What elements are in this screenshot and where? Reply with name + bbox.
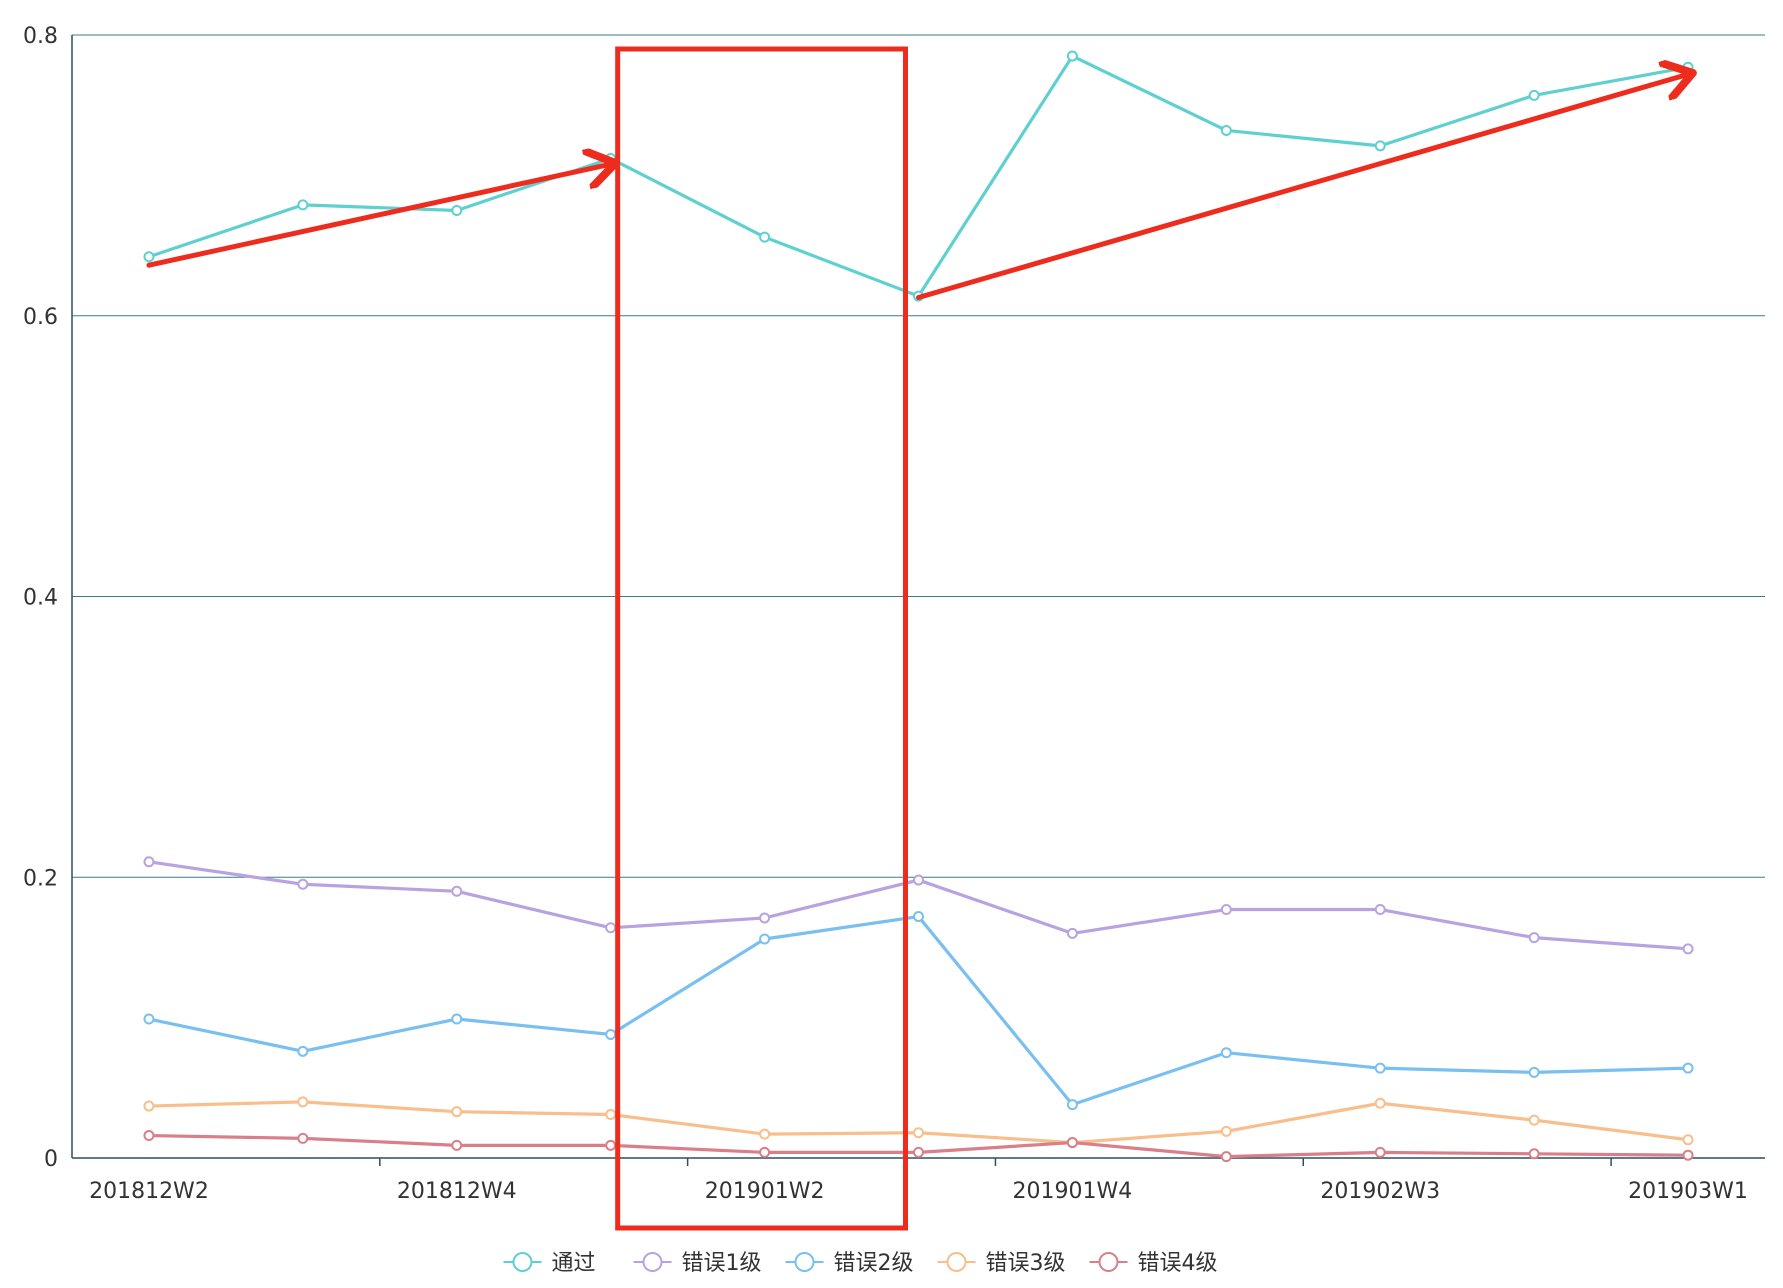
data-point bbox=[759, 912, 771, 924]
data-point bbox=[1528, 1114, 1540, 1126]
annotations bbox=[146, 46, 1689, 1231]
y-tick-label: 0 bbox=[44, 1147, 58, 1172]
data-point bbox=[913, 1146, 924, 1158]
data-point bbox=[605, 1139, 617, 1151]
legend-label: 错误1级 bbox=[682, 1251, 762, 1276]
legend-marker-icon bbox=[642, 1252, 663, 1272]
data-point bbox=[1220, 904, 1232, 916]
data-point bbox=[759, 1146, 771, 1158]
grid bbox=[72, 34, 1765, 878]
y-tick-label: 0.4 bbox=[23, 586, 58, 611]
data-point bbox=[1220, 1047, 1232, 1059]
data-point bbox=[297, 1045, 309, 1057]
legend-item[interactable]: 通过 bbox=[503, 1251, 596, 1276]
legend-label: 错误2级 bbox=[834, 1251, 914, 1276]
data-point bbox=[1374, 140, 1386, 152]
data-point bbox=[1220, 1125, 1232, 1137]
data-point bbox=[451, 1139, 463, 1151]
data-point bbox=[1682, 61, 1694, 73]
legend[interactable]: 通过 错误1级 错误2级 错误3级 错误4级 bbox=[503, 1251, 1218, 1276]
x-tick-label: 201903W1 bbox=[1628, 1179, 1748, 1204]
legend-marker-icon bbox=[946, 1252, 967, 1272]
data-point bbox=[451, 885, 463, 897]
legend-item[interactable]: 错误2级 bbox=[785, 1251, 914, 1276]
legend-item[interactable]: 错误1级 bbox=[633, 1251, 762, 1276]
data-point bbox=[1528, 89, 1540, 101]
data-point bbox=[1374, 1146, 1386, 1158]
y-tick-label: 0.8 bbox=[23, 24, 58, 49]
data-point bbox=[759, 231, 771, 243]
legend-item[interactable]: 错误3级 bbox=[937, 1251, 1066, 1276]
data-point bbox=[143, 1130, 155, 1142]
data-point bbox=[143, 251, 155, 263]
legend-label: 通过 bbox=[552, 1251, 596, 1276]
data-point bbox=[759, 1128, 771, 1140]
data-point bbox=[297, 1132, 309, 1144]
data-point bbox=[1066, 50, 1078, 62]
x-tick-label: 201902W3 bbox=[1320, 1179, 1440, 1204]
data-point bbox=[1682, 1062, 1694, 1074]
data-point bbox=[1220, 124, 1232, 136]
trend-arrow bbox=[146, 164, 611, 268]
data-point bbox=[1374, 1062, 1386, 1074]
legend-label: 错误4级 bbox=[1138, 1251, 1218, 1276]
data-point bbox=[605, 1028, 617, 1040]
data-point bbox=[759, 933, 771, 945]
legend-label: 错误3级 bbox=[986, 1251, 1066, 1276]
data-point bbox=[451, 1106, 463, 1118]
y-tick-label: 0.2 bbox=[23, 866, 58, 891]
data-point bbox=[451, 1013, 463, 1025]
data-point bbox=[913, 874, 924, 886]
legend-marker-icon bbox=[512, 1252, 533, 1272]
data-point bbox=[297, 1096, 309, 1108]
data-point bbox=[1374, 904, 1386, 916]
data-point bbox=[143, 856, 155, 868]
x-tick-label: 201901W4 bbox=[1013, 1179, 1133, 1204]
x-tick-label: 201812W4 bbox=[397, 1179, 517, 1204]
data-point bbox=[1374, 1097, 1386, 1109]
data-point bbox=[1682, 1134, 1694, 1146]
highlight-box bbox=[615, 46, 908, 1231]
legend-marker-icon bbox=[794, 1252, 815, 1272]
axes: 0 0.2 0.4 0.6 0.8 201812W2 201812W4 201901W2 201… bbox=[23, 24, 1765, 1204]
x-tick-label: 201812W2 bbox=[89, 1179, 209, 1204]
data-point bbox=[1066, 927, 1078, 939]
data-point bbox=[1528, 1148, 1540, 1160]
series-line bbox=[148, 54, 1689, 298]
trend-arrow bbox=[916, 74, 1689, 301]
data-point bbox=[297, 199, 309, 211]
data-point bbox=[1220, 1151, 1232, 1163]
y-tick-label: 0.6 bbox=[23, 305, 58, 330]
data-point bbox=[143, 1013, 155, 1025]
data-point bbox=[605, 1108, 617, 1120]
data-point bbox=[451, 204, 463, 216]
data-point bbox=[1066, 1099, 1078, 1111]
data-point bbox=[1066, 1137, 1078, 1149]
data-point bbox=[913, 911, 924, 923]
data-point bbox=[1528, 932, 1540, 944]
series-line bbox=[148, 914, 1689, 1107]
series-lines bbox=[143, 50, 1694, 1163]
x-tick-label: 201901W2 bbox=[705, 1179, 825, 1204]
data-point bbox=[143, 1100, 155, 1112]
data-point bbox=[913, 1127, 924, 1139]
data-point bbox=[1682, 1149, 1694, 1161]
data-point bbox=[605, 922, 617, 934]
data-point bbox=[1682, 943, 1694, 955]
data-point bbox=[297, 878, 309, 890]
legend-item[interactable]: 错误4级 bbox=[1089, 1251, 1218, 1276]
data-point bbox=[1528, 1066, 1540, 1078]
legend-marker-icon bbox=[1098, 1252, 1119, 1272]
